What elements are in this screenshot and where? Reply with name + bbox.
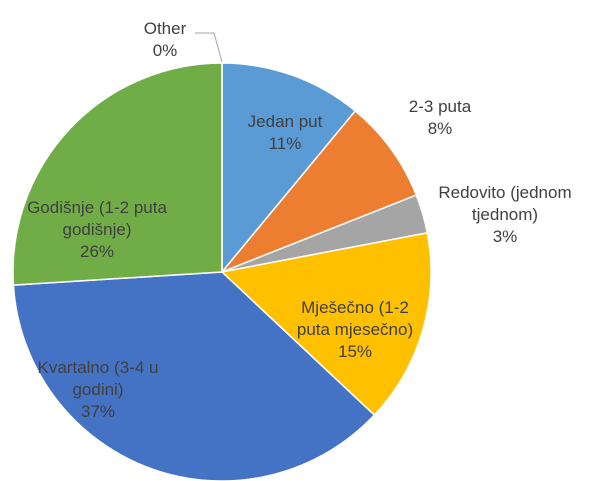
category-label: Mješečno (1-2 puta mjesečno) [296, 298, 414, 339]
pie-slice [12, 62, 223, 286]
value-label: 11% [268, 134, 302, 153]
slice-label: Godišnje (1-2 puta godišnje) 26% [10, 197, 185, 263]
value-label: 0% [152, 41, 178, 60]
value-label: 26% [79, 242, 115, 261]
slice-label: Mješečno (1-2 puta mjesečno) 15% [295, 297, 415, 363]
slice-label: Redovito (jednom tjednom) 3% [418, 182, 593, 248]
value-label: 3% [492, 227, 518, 246]
value-label: 37% [80, 402, 116, 421]
slice-label: Jedan put 11% [225, 111, 345, 155]
category-label: Kvartalno (3-4 u godini) [37, 358, 159, 399]
value-label: 15% [337, 342, 373, 361]
pie-slice [221, 109, 418, 273]
value-label: 8% [427, 119, 453, 138]
pie-slice [220, 231, 432, 417]
category-label: Redovito (jednom tjednom) [438, 183, 572, 224]
category-label: 2-3 puta [408, 97, 472, 116]
leader-line [195, 32, 223, 63]
slice-label: 2-3 puta 8% [395, 96, 485, 140]
category-label: Jedan put [247, 112, 323, 131]
pie-slice [12, 271, 376, 481]
category-label: Godišnje (1-2 puta godišnje) [27, 198, 167, 239]
category-label: Other [143, 19, 187, 38]
slice-label: Kvartalno (3-4 u godini) 37% [18, 357, 178, 423]
pie-slice [221, 62, 357, 275]
slice-label: Other 0% [130, 18, 200, 62]
